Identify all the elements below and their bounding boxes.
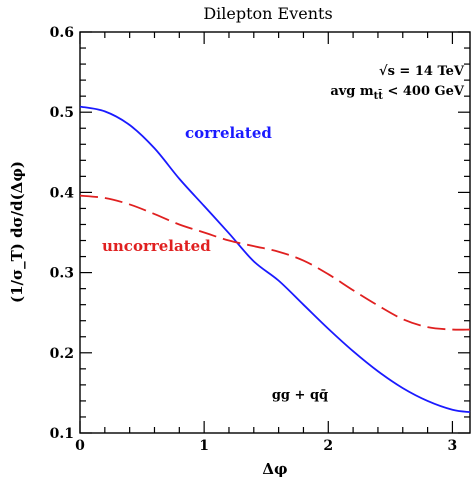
- y-tick-label: 0.1: [50, 426, 74, 442]
- mass-cut-sub: tt̄: [374, 90, 384, 102]
- annotation-process: gg + qq̄: [272, 388, 328, 403]
- x-axis-tick-labels: 0 1 2 3: [75, 438, 457, 454]
- y-axis-label: (1/σ_T) dσ/d(Δφ): [8, 161, 26, 303]
- series-label-correlated: correlated: [185, 124, 272, 142]
- y-tick-label: 0.6: [50, 25, 74, 41]
- y-tick-label: 0.5: [50, 105, 74, 121]
- plot-frame: [79, 31, 471, 434]
- series-line-correlated: [79, 105, 471, 414]
- y-axis-ticks: [80, 31, 470, 434]
- y-tick-label: 0.2: [50, 346, 74, 362]
- series-group: [79, 105, 471, 414]
- x-tick-label: 2: [323, 438, 333, 454]
- series-line-uncorrelated: [79, 194, 471, 331]
- series-label-uncorrelated: uncorrelated: [102, 237, 211, 255]
- x-tick-label: 3: [448, 438, 458, 454]
- y-tick-label: 0.4: [50, 185, 75, 201]
- y-axis-tick-labels: 0.1 0.2 0.3 0.4 0.5 0.6: [50, 25, 75, 442]
- x-tick-label: 0: [75, 438, 85, 454]
- mass-cut-suffix: < 400 GeV: [383, 84, 465, 99]
- chart-title: Dilepton Events: [203, 4, 332, 23]
- mass-cut-prefix: avg m: [330, 84, 374, 99]
- annotation-energy: √s = 14 TeV: [379, 64, 465, 79]
- x-axis-ticks: [79, 32, 454, 433]
- x-axis-label: Δφ: [262, 460, 287, 478]
- x-tick-label: 1: [199, 438, 209, 454]
- annotation-mass-cut: avg mtt̄ < 400 GeV: [330, 84, 465, 102]
- y-tick-label: 0.3: [50, 266, 74, 282]
